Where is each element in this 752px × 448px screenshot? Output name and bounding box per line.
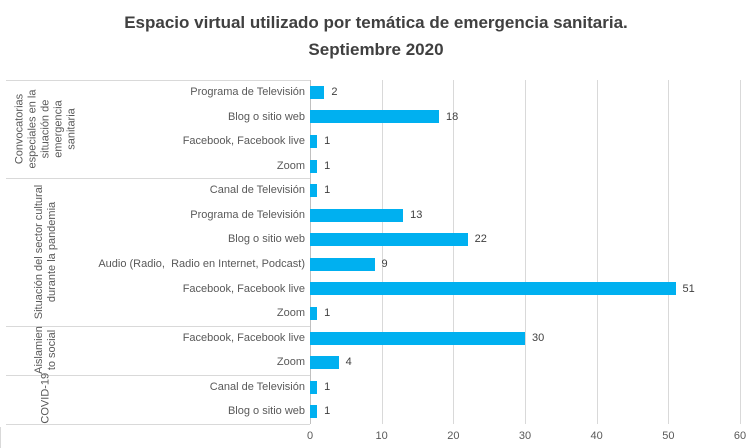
value-label: 1: [324, 159, 331, 172]
left-edge-artifact-line: [0, 427, 1, 448]
bar: [310, 331, 525, 345]
group-separator: [6, 374, 310, 376]
group-label-text: COVID-19: [39, 373, 52, 424]
value-label: 1: [324, 135, 331, 148]
category-label: Facebook, Facebook live: [182, 282, 305, 295]
value-label: 30: [532, 331, 545, 344]
bar: [310, 85, 325, 99]
bar: [310, 405, 318, 419]
bar: [310, 257, 375, 271]
x-axis-tick-label: 0: [306, 430, 314, 442]
group-label: COVID-19: [6, 373, 86, 424]
chart-title-line2: Septiembre 2020: [308, 40, 444, 59]
bar: [310, 159, 318, 173]
value-label: 2: [331, 86, 338, 98]
x-gridline: [453, 80, 455, 424]
group-separator: [6, 325, 310, 327]
chart-title: Espacio virtual utilizado por temática d…: [0, 9, 752, 63]
x-gridline: [740, 80, 741, 424]
group-label: Convocatorias especiales en la situación d…: [6, 80, 86, 178]
category-label: Canal de Televisión: [209, 380, 305, 393]
group-label-text: Convocatorias especiales en la situación d…: [13, 89, 78, 169]
x-axis-tick-label: 20: [447, 430, 460, 442]
value-label: 51: [682, 282, 695, 295]
value-label: 13: [410, 208, 423, 221]
x-gridline: [381, 80, 383, 424]
bar: [310, 380, 318, 394]
x-axis-tick-label: 10: [375, 430, 388, 442]
group-separator: [6, 80, 310, 81]
group-separator: [6, 424, 310, 425]
value-label: 1: [324, 380, 331, 393]
group-label: Aislamien to social: [6, 326, 86, 375]
value-label: 18: [446, 110, 459, 123]
bar: [310, 208, 404, 222]
group-label-text: Situación del sector cultural durante la …: [33, 184, 58, 320]
category-label: Blog o sitio web: [227, 233, 305, 246]
value-label: 4: [345, 356, 352, 369]
value-label: 9: [381, 258, 388, 270]
group-separator: [6, 178, 310, 180]
value-label: 1: [324, 307, 331, 320]
category-label: Blog o sitio web: [227, 110, 305, 123]
bar: [310, 110, 439, 124]
category-label: Blog o sitio web: [227, 405, 305, 418]
bar: [310, 233, 468, 247]
group-label: Situación del sector cultural durante la …: [6, 178, 86, 325]
bar: [310, 356, 339, 370]
category-label: Programa de Televisión: [190, 208, 305, 221]
category-label: Zoom: [276, 356, 305, 369]
value-label: 1: [324, 405, 331, 418]
value-label: 22: [474, 233, 487, 246]
bar: [310, 282, 676, 296]
category-label: Facebook, Facebook live: [182, 331, 305, 344]
x-axis-tick-label: 50: [662, 430, 675, 442]
category-label: Zoom: [276, 307, 305, 320]
x-gridline: [596, 80, 598, 424]
category-label: Zoom: [276, 159, 305, 172]
chart-title-line1: Espacio virtual utilizado por temática d…: [124, 13, 628, 32]
x-axis-tick-label: 60: [733, 430, 747, 442]
value-label: 1: [324, 184, 331, 197]
bar: [310, 134, 318, 148]
category-label: Canal de Televisión: [209, 184, 305, 197]
x-axis-tick-label: 40: [590, 430, 603, 442]
bar: [310, 184, 318, 198]
x-gridline: [668, 80, 670, 424]
category-label: Facebook, Facebook live: [182, 135, 305, 148]
x-axis-tick-label: 30: [518, 430, 532, 442]
category-label: Programa de Televisión: [190, 86, 305, 98]
bar: [310, 306, 318, 320]
x-gridline: [525, 80, 526, 424]
category-label: Audio (Radio, Radio en Internet, Podcast…: [98, 258, 305, 270]
group-label-text: Aislamien to social: [33, 326, 58, 375]
y-axis-line: [310, 80, 311, 424]
